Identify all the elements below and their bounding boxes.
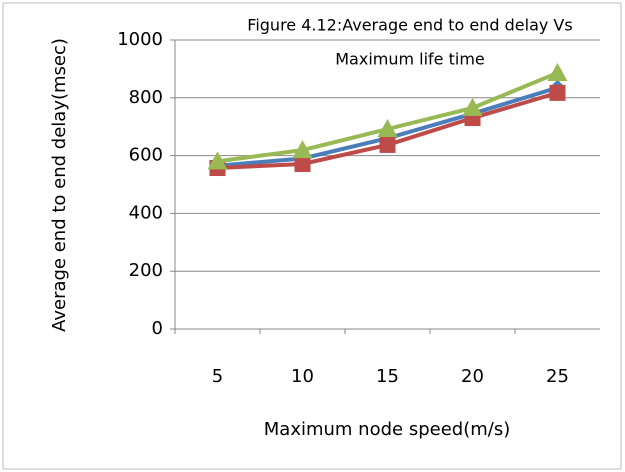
y-tick-label: 1000 <box>117 29 163 50</box>
marker <box>379 136 396 153</box>
marker <box>377 119 398 138</box>
x-tick-label: 20 <box>461 366 484 387</box>
marker <box>462 97 483 116</box>
y-tick-label: 400 <box>129 202 163 223</box>
y-tick-label: 200 <box>129 260 163 281</box>
marker <box>294 155 311 172</box>
chart-title: Maximum life time <box>335 50 485 69</box>
x-tick-label: 15 <box>376 366 399 387</box>
x-tick-label: 25 <box>546 366 569 387</box>
y-tick-label: 0 <box>152 318 163 339</box>
chart-title: Figure 4.12:Average end to end delay Vs <box>247 16 572 35</box>
x-tick-label: 5 <box>212 366 223 387</box>
y-tick-label: 800 <box>129 87 163 108</box>
marker <box>207 151 228 170</box>
y-tick-label: 600 <box>129 145 163 166</box>
marker <box>292 140 313 159</box>
y-axis-label: Average end to end delay(msec) <box>49 38 70 332</box>
marker <box>547 62 568 81</box>
x-tick-label: 10 <box>291 366 314 387</box>
x-axis-label: Maximum node speed(m/s) <box>264 419 510 440</box>
marker <box>549 84 566 101</box>
